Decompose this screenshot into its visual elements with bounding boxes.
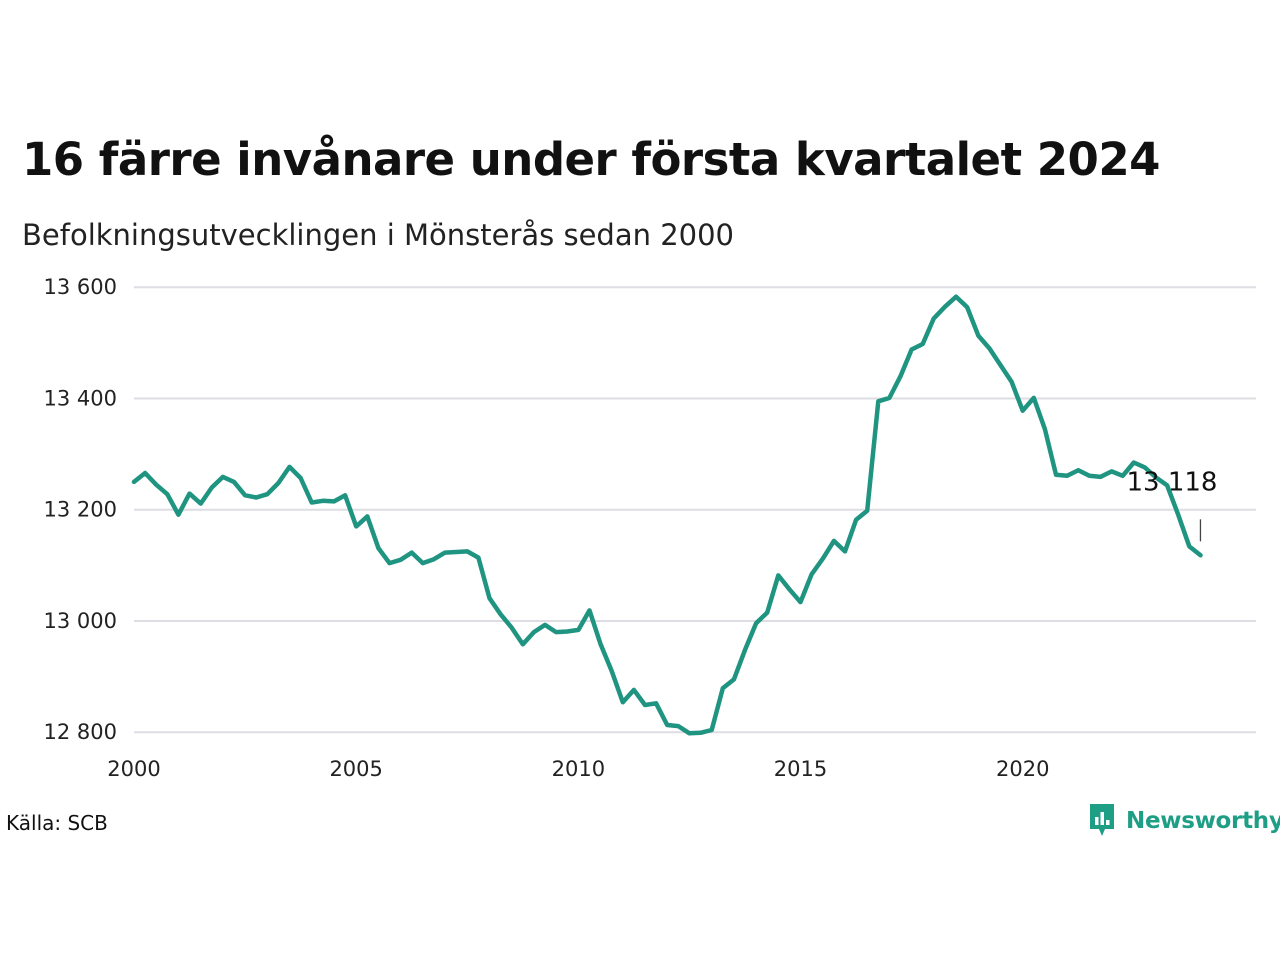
chart-subtitle: Befolkningsutvecklingen i Mönsterås seda… [22, 218, 735, 252]
x-tick-label: 2015 [774, 757, 827, 781]
y-tick-label: 12 800 [44, 720, 117, 744]
brand-name: Newsworthy [1126, 808, 1280, 834]
x-axis-tick-labels: 2000 2005 2010 2015 2020 [107, 757, 1049, 781]
y-axis-tick-labels: 12 800 13 000 13 200 13 400 13 600 [44, 275, 117, 744]
end-value-label: 13 118 [1126, 467, 1217, 497]
y-tick-label: 13 400 [44, 386, 117, 410]
source-note: Källa: SCB [6, 811, 108, 835]
x-tick-label: 2005 [329, 757, 382, 781]
y-tick-label: 13 000 [44, 609, 117, 633]
y-tick-label: 13 200 [44, 498, 117, 522]
newsworthy-logo-icon [1090, 804, 1114, 836]
x-tick-label: 2000 [107, 757, 160, 781]
series-line-population [131, 294, 1203, 736]
grid-lines [134, 286, 1256, 734]
brand-logo: Newsworthy [1088, 802, 1280, 840]
chart-title: 16 färre invånare under första kvartalet… [22, 133, 1161, 186]
x-tick-label: 2020 [996, 757, 1049, 781]
x-tick-label: 2010 [552, 757, 605, 781]
y-tick-label: 13 600 [44, 275, 117, 299]
